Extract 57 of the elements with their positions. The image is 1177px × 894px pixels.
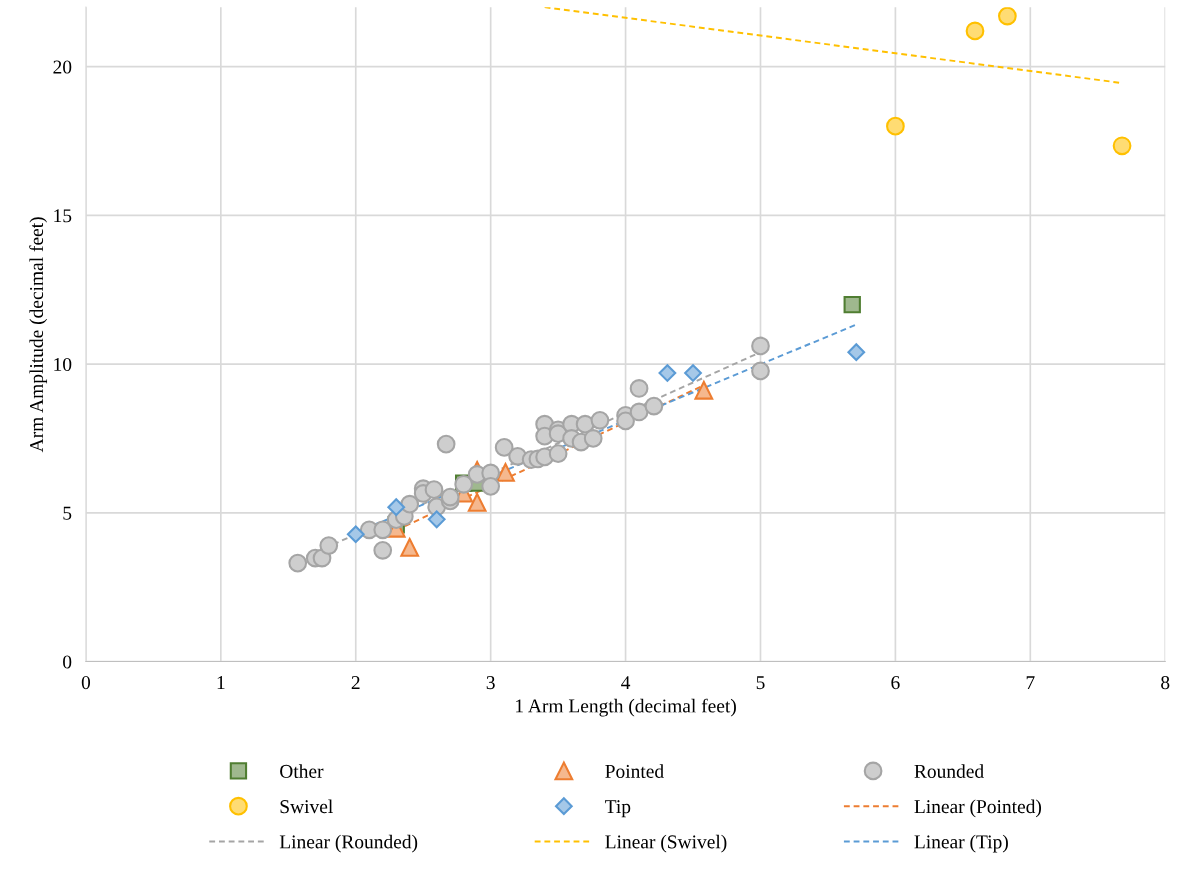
x-tick-label: 7 [1026, 676, 1035, 689]
x-axis-title: 1 Arm Length (decimal feet) [516, 698, 736, 717]
legend-label: Linear (Swivel) [605, 834, 727, 853]
point [496, 463, 515, 482]
legend-label: Linear (Pointed) [914, 799, 1042, 818]
y-tick-label: 0 [63, 655, 72, 669]
x-tick-label: 4 [621, 676, 631, 689]
point [400, 537, 420, 557]
y-tick-label: 5 [63, 506, 72, 520]
point [288, 553, 308, 573]
point [629, 379, 649, 398]
legend-label: Swivel [280, 799, 333, 814]
point [847, 343, 866, 362]
point [1112, 136, 1132, 156]
y-tick-label: 15 [54, 209, 72, 223]
point [346, 525, 365, 544]
point [965, 21, 985, 41]
point [583, 429, 603, 448]
point [751, 336, 770, 356]
point [319, 536, 339, 555]
point [436, 434, 456, 454]
point [694, 380, 714, 400]
point [644, 396, 664, 416]
point [467, 493, 487, 512]
x-tick-label: 0 [81, 676, 91, 690]
point [684, 364, 702, 382]
point [658, 364, 677, 382]
point [751, 361, 770, 381]
x-tick-label: 8 [1161, 676, 1170, 690]
legend-label: Tip [605, 800, 631, 818]
point [494, 438, 514, 457]
y-axis-title: Arm Amplitude (decimal feet) [29, 217, 48, 453]
x-tick-label: 6 [891, 676, 900, 690]
legend-label: Other [280, 764, 324, 778]
point [427, 510, 446, 529]
point [373, 540, 393, 560]
point [629, 402, 649, 422]
y-tick-label: 10 [54, 357, 72, 372]
y-tick-label: 20 [53, 60, 72, 74]
x-tick-label: 2 [351, 676, 360, 689]
point [373, 520, 393, 540]
legend-label: Rounded [914, 764, 984, 778]
point [424, 480, 444, 499]
x-tick-label: 5 [756, 676, 765, 690]
x-tick-label: 1 [217, 676, 225, 689]
point [481, 476, 501, 496]
point [998, 7, 1017, 26]
x-tick-label: 3 [486, 676, 495, 690]
point [886, 116, 905, 136]
legend-label: Linear (Rounded) [279, 834, 418, 853]
legend-label: Linear (Tip) [914, 834, 1008, 853]
point [843, 295, 861, 314]
point [548, 444, 568, 464]
legend-label: Pointed [605, 764, 664, 778]
point [387, 498, 406, 517]
point [590, 410, 610, 430]
point [616, 411, 635, 431]
